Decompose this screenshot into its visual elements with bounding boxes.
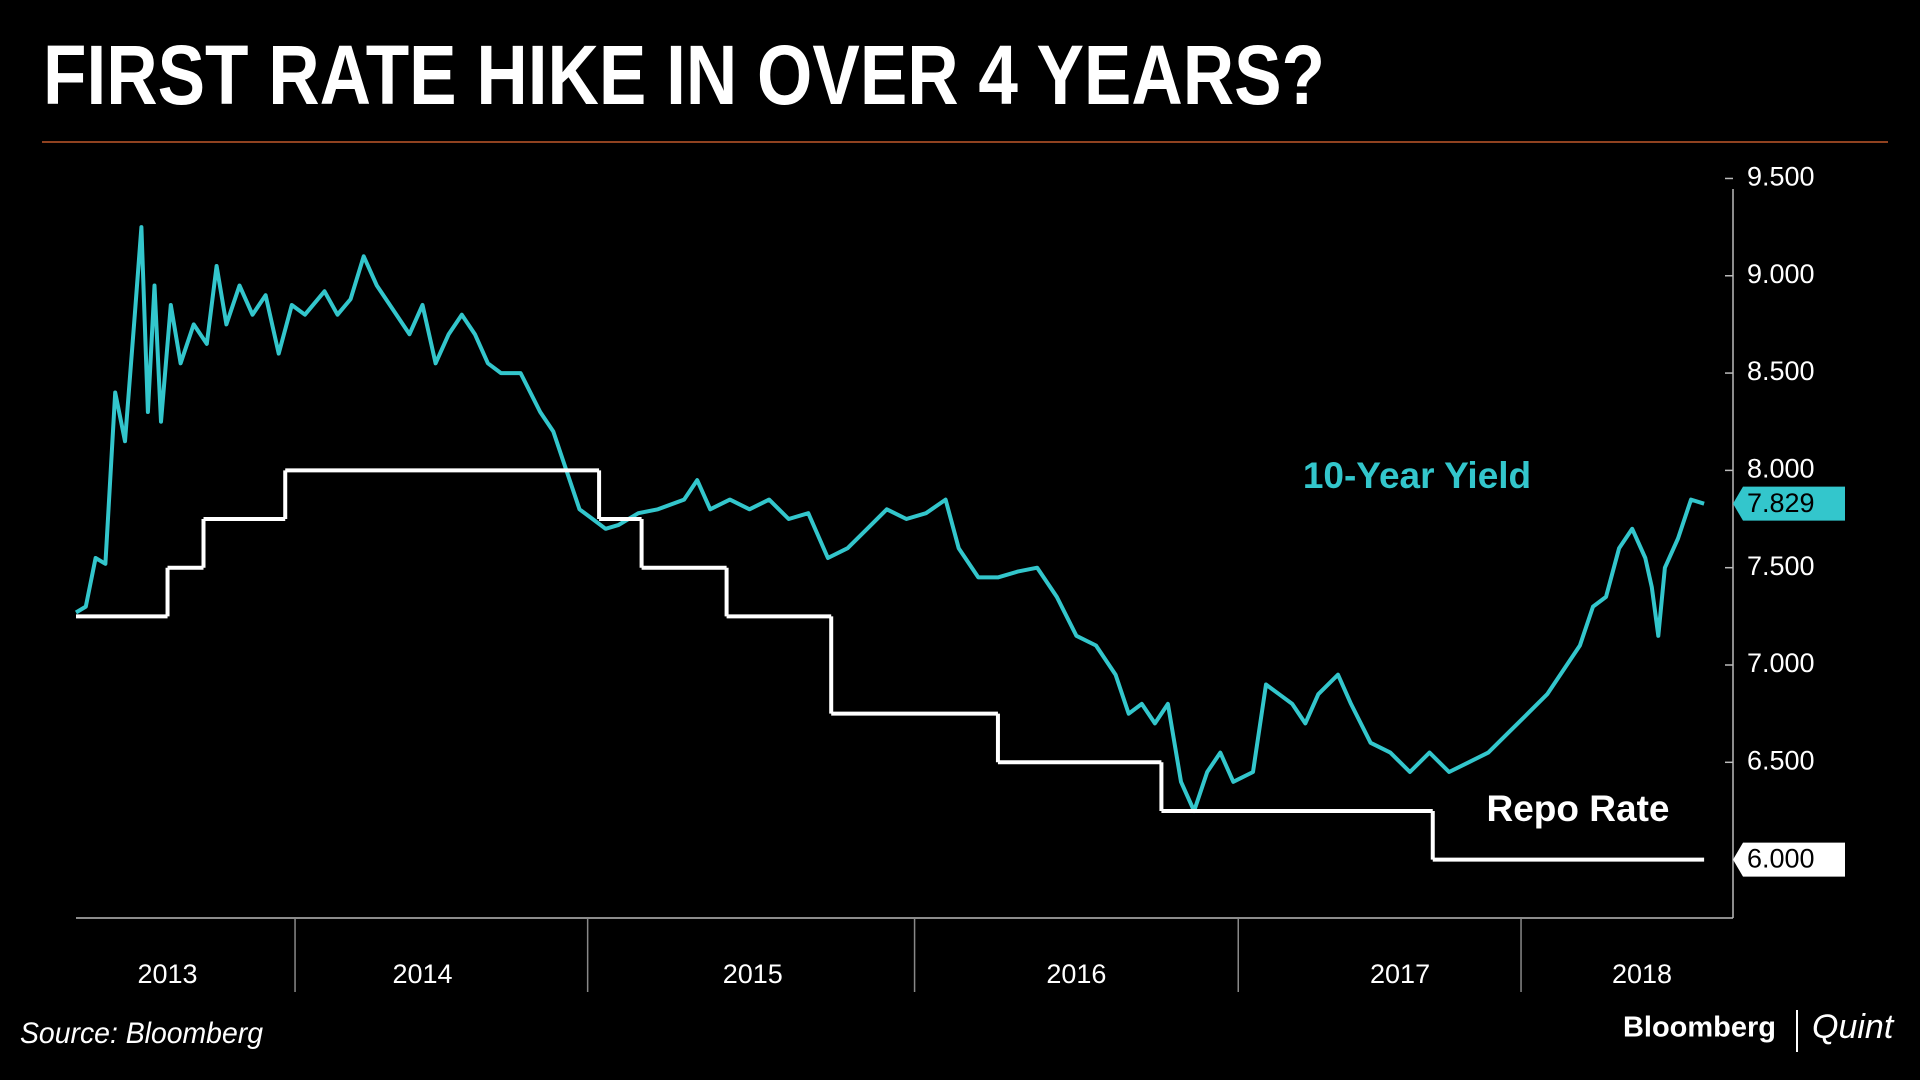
y-tick-label: 8.500	[1747, 356, 1815, 386]
source-note: Source: Bloomberg	[20, 1017, 263, 1050]
chart-title: FIRST RATE HIKE IN OVER 4 YEARS?	[43, 28, 1325, 122]
y-tick-label: 6.500	[1747, 745, 1815, 775]
y-tick-label: 7.500	[1747, 551, 1815, 581]
end-value-tag	[1733, 486, 1845, 521]
end-value-label: 6.000	[1747, 844, 1815, 874]
x-tick-label: 2018	[1612, 959, 1672, 989]
y-tick-label: 7.000	[1747, 648, 1815, 678]
y-tick-label: 9.000	[1747, 259, 1815, 289]
series-line	[74, 225, 1705, 813]
x-tick-label: 2013	[138, 959, 198, 989]
x-tick-label: 2016	[1046, 959, 1106, 989]
x-tick-label: 2015	[723, 959, 783, 989]
end-value-tag	[1733, 842, 1845, 877]
logo-right: Quint	[1812, 1008, 1895, 1046]
series-label: 10-Year Yield	[1303, 455, 1531, 496]
x-tick-label: 2014	[393, 959, 453, 989]
y-tick-label: 8.000	[1747, 454, 1815, 484]
logo-left: Bloomberg	[1623, 1012, 1776, 1044]
series-label: Repo Rate	[1487, 788, 1670, 829]
x-tick-label: 2017	[1370, 959, 1430, 989]
y-tick-label: 9.500	[1747, 162, 1815, 192]
end-value-label: 7.829	[1747, 488, 1815, 518]
